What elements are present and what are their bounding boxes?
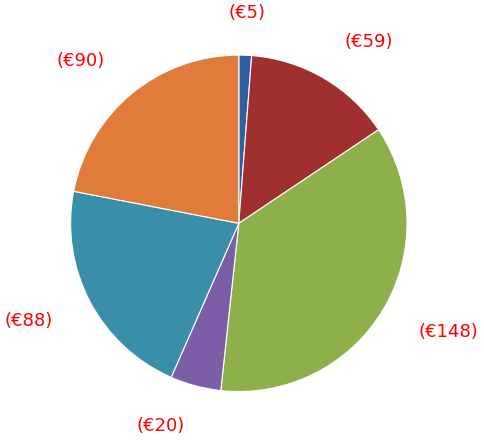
Text: (€20): (€20) xyxy=(136,418,184,435)
Wedge shape xyxy=(171,223,239,391)
Text: (€5): (€5) xyxy=(228,4,265,22)
Wedge shape xyxy=(239,55,252,223)
Text: (€90): (€90) xyxy=(57,52,105,70)
Text: (€59): (€59) xyxy=(345,33,393,51)
Wedge shape xyxy=(239,56,378,223)
Wedge shape xyxy=(221,130,407,392)
Wedge shape xyxy=(74,55,239,223)
Text: (€148): (€148) xyxy=(419,323,479,341)
Wedge shape xyxy=(71,191,239,377)
Text: (€88): (€88) xyxy=(4,312,53,330)
